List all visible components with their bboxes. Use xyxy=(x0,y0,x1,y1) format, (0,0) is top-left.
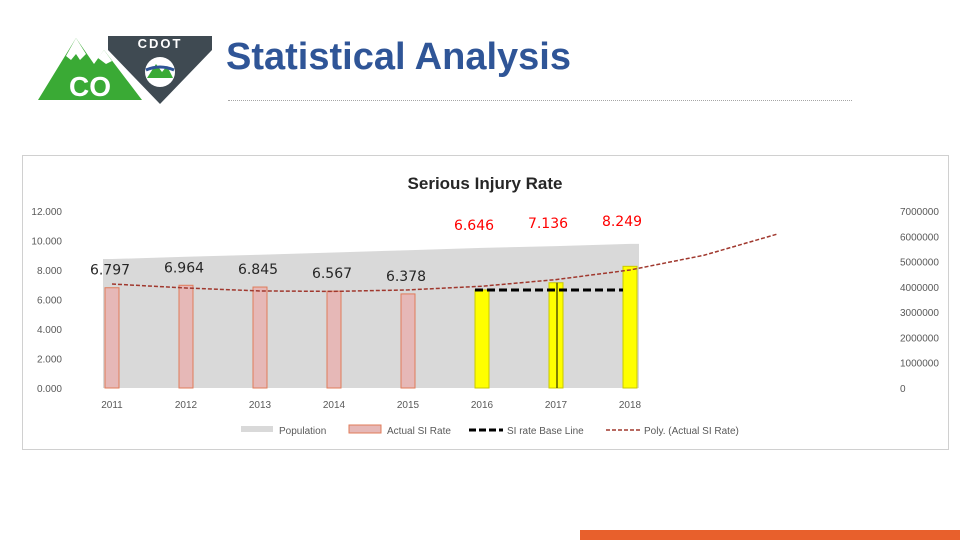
accent-bar xyxy=(580,530,960,540)
legend-swatch-population xyxy=(241,426,273,432)
data-label-2018: 8.249 xyxy=(602,214,642,230)
y-left-tick-label: 0.000 xyxy=(37,384,62,395)
y-left-tick-label: 8.000 xyxy=(37,266,62,277)
co-mountain-shape xyxy=(38,38,142,100)
si-bar-2013 xyxy=(252,286,268,389)
x-tick-label: 2013 xyxy=(249,400,272,411)
y-right-tick-label: 0 xyxy=(900,384,906,395)
y-left-tick-label: 2.000 xyxy=(37,355,62,366)
chart-frame: Serious Injury Rate 0.000 2.000 4.000 6.000… xyxy=(22,155,949,450)
x-tick-label: 2015 xyxy=(397,400,420,411)
legend-label-3: Poly. (Actual SI Rate) xyxy=(644,426,739,437)
data-label-2016: 6.646 xyxy=(454,218,494,234)
data-label-2014: 6.567 xyxy=(312,266,352,282)
co-snowcap-right xyxy=(98,50,112,64)
cdot-logo: CO CDOT xyxy=(36,34,214,106)
cdot-logo-text: CDOT xyxy=(138,36,183,51)
legend-swatch-actual-si xyxy=(348,424,382,434)
y-left-tick-label: 12.000 xyxy=(31,207,62,218)
poly-trendline xyxy=(111,233,779,293)
co-logo-text: CO xyxy=(69,71,111,102)
legend-label-1: Actual SI Rate xyxy=(387,426,451,437)
si-bar-2016 xyxy=(474,289,490,389)
x-axis: 2011 2012 2013 2014 2015 2016 2017 2018 xyxy=(101,400,641,411)
y-left-tick-label: 6.000 xyxy=(37,296,62,307)
title-divider xyxy=(228,100,852,101)
population-area-layer xyxy=(103,243,639,388)
y-right-tick-label: 1000000 xyxy=(900,359,939,370)
chart-title: Serious Injury Rate xyxy=(408,174,563,193)
x-tick-label: 2017 xyxy=(545,400,568,411)
cdot-logo-graphic: CO CDOT xyxy=(38,36,212,104)
data-label-2017: 7.136 xyxy=(528,216,568,232)
y-left-axis: 0.000 2.000 4.000 6.000 8.000 10.000 12.000 xyxy=(31,207,62,395)
cdot-emblem-sky xyxy=(145,65,175,72)
x-tick-label: 2014 xyxy=(323,400,346,411)
population-area xyxy=(103,243,639,388)
x-tick-label: 2018 xyxy=(619,400,642,411)
y-left-tick-label: 10.000 xyxy=(31,237,62,248)
y-right-axis: 0 1000000 2000000 3000000 4000000 5000000 6000… xyxy=(900,207,939,395)
y-right-tick-label: 3000000 xyxy=(900,308,939,319)
si-bar-2011 xyxy=(104,287,120,389)
y-right-tick-label: 6000000 xyxy=(900,232,939,243)
co-snowcap-left xyxy=(66,38,86,60)
x-tick-label: 2012 xyxy=(175,400,198,411)
legend-label-0: Population xyxy=(279,426,326,437)
si-bar-2017 xyxy=(548,282,564,389)
x-tick-label: 2016 xyxy=(471,400,494,411)
trendline-layer xyxy=(111,233,779,293)
actual-si-bars xyxy=(104,265,638,389)
data-label-2015: 6.378 xyxy=(386,269,426,285)
y-right-tick-label: 2000000 xyxy=(900,333,939,344)
si-bar-2012 xyxy=(178,284,194,389)
data-label-2013: 6.845 xyxy=(238,262,278,278)
data-labels: 6.797 6.964 6.845 6.567 6.378 6.646 7.136 8.249 xyxy=(90,214,642,285)
legend-label-2: SI rate Base Line xyxy=(507,426,584,437)
y-left-tick-label: 4.000 xyxy=(37,325,62,336)
page-title: Statistical Analysis xyxy=(226,36,571,78)
data-label-2011: 6.797 xyxy=(90,263,130,279)
serious-injury-rate-chart: Serious Injury Rate 0.000 2.000 4.000 6.000… xyxy=(31,174,939,437)
data-label-2012: 6.964 xyxy=(164,260,204,276)
x-tick-label: 2011 xyxy=(101,400,123,411)
si-bar-2014 xyxy=(326,290,342,389)
y-right-tick-label: 7000000 xyxy=(900,207,939,218)
y-right-tick-label: 5000000 xyxy=(900,258,939,269)
si-bar-2015 xyxy=(400,293,416,389)
si-bar-2018 xyxy=(622,265,638,389)
y-right-tick-label: 4000000 xyxy=(900,283,939,294)
chart-legend: Population Actual SI Rate SI rate Base Lin… xyxy=(241,424,739,437)
